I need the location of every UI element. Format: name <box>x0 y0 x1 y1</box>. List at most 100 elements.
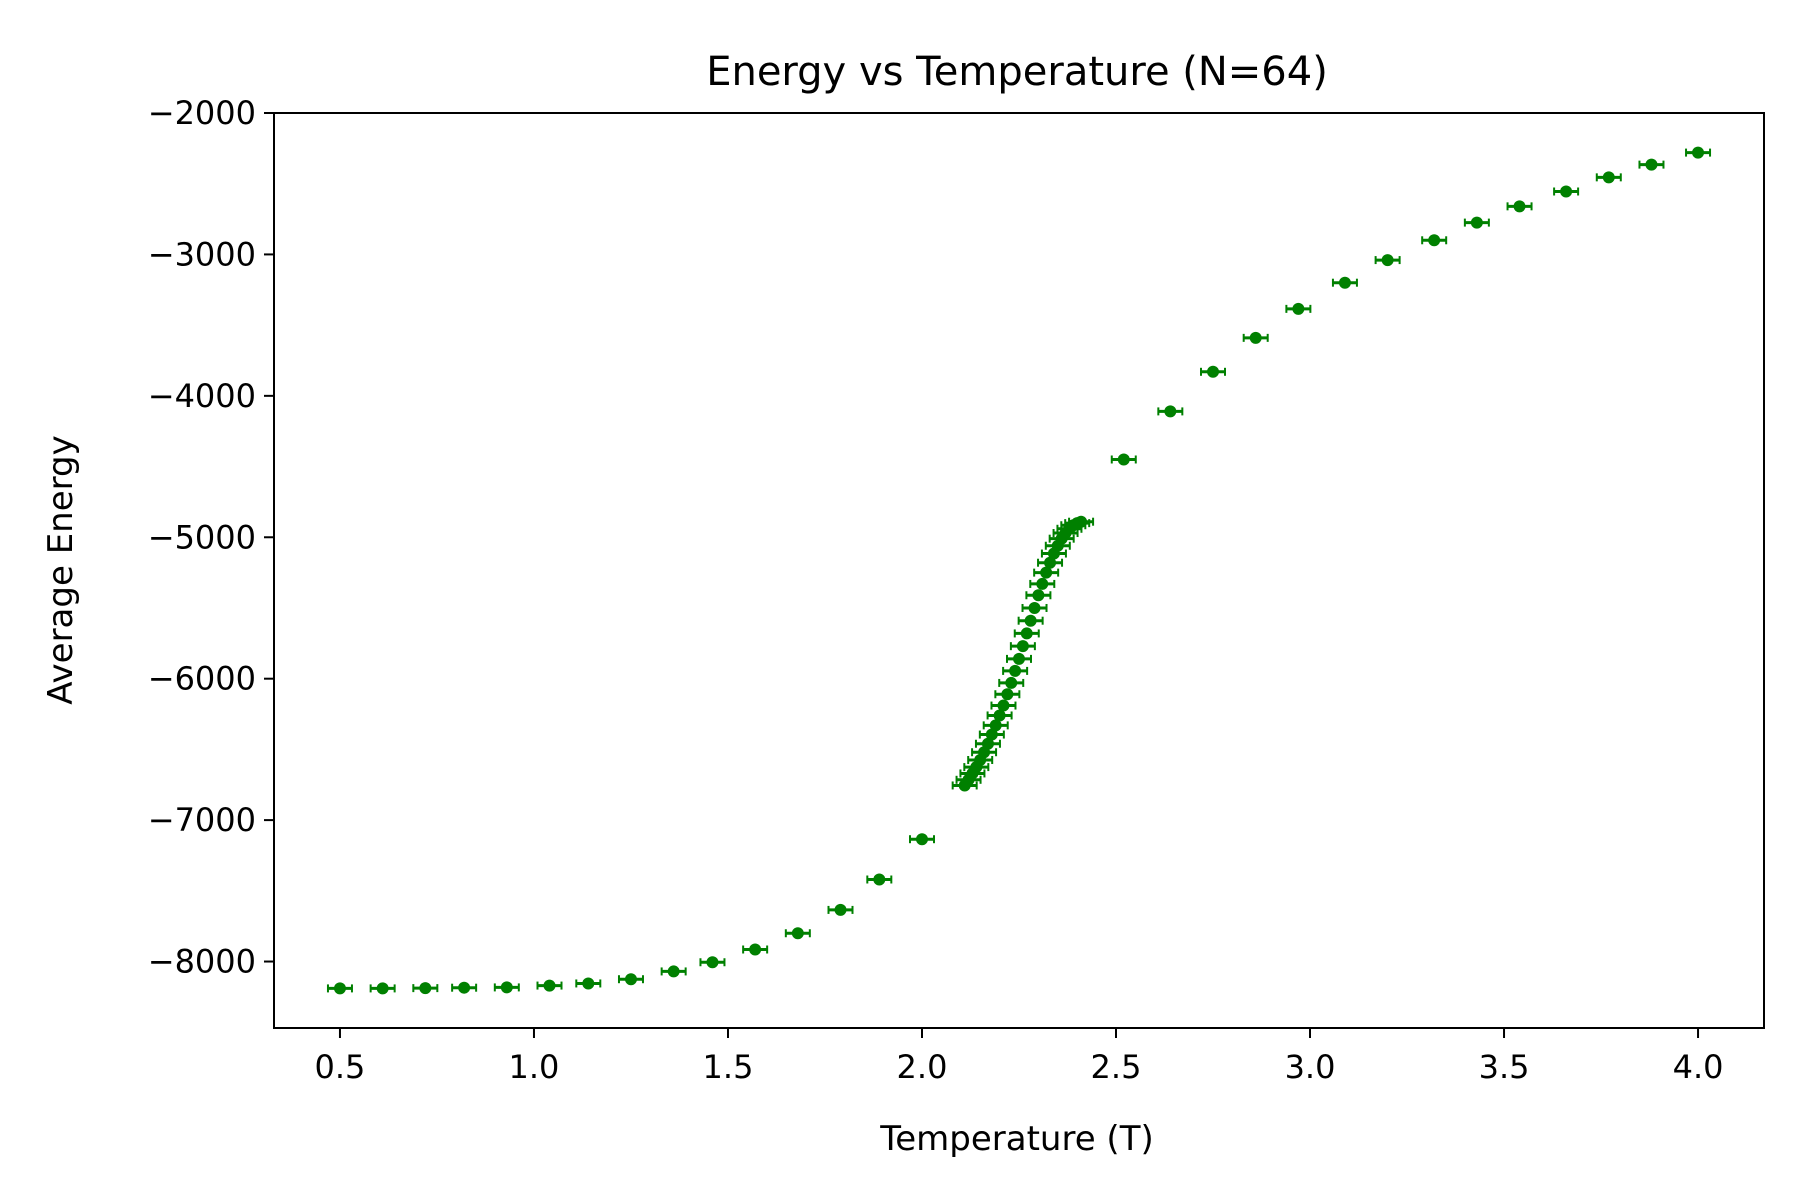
x-axis-ticks: 0.5 1.0 1.5 2.0 2.5 3.0 3.5 4.0 <box>315 1028 1724 1086</box>
y-tick-label: −2000 <box>148 94 256 132</box>
point-marker <box>1513 200 1526 213</box>
data-point <box>1021 601 1048 614</box>
x-tick-label: 3.0 <box>1285 1048 1336 1086</box>
x-tick-label: 3.5 <box>1479 1048 1530 1086</box>
point-marker <box>1044 556 1057 569</box>
data-point <box>1017 614 1044 627</box>
data-point <box>493 981 520 994</box>
point-marker <box>985 728 998 741</box>
data-point <box>990 699 1017 712</box>
point-marker <box>989 719 1002 732</box>
point-marker <box>1692 146 1705 159</box>
y-axis-ticks: −2000 −3000 −4000 −5000 −6000 −7000 −8000 <box>148 94 274 981</box>
data-point <box>1331 276 1358 289</box>
data-point <box>967 754 994 767</box>
data-point <box>1553 185 1580 198</box>
point-marker <box>1005 676 1018 689</box>
y-tick-label: −5000 <box>148 518 256 556</box>
y-axis-title: Average Energy <box>41 435 81 704</box>
data-point <box>617 973 644 986</box>
x-tick-label: 1.5 <box>703 1048 754 1086</box>
data-point <box>1033 566 1060 579</box>
point-marker <box>1338 276 1351 289</box>
data-point <box>982 719 1009 732</box>
x-tick-label: 0.5 <box>315 1048 366 1086</box>
data-point <box>986 709 1013 722</box>
data-point <box>1037 556 1064 569</box>
point-marker <box>1207 365 1220 378</box>
point-marker <box>1075 515 1088 528</box>
point-marker <box>873 873 886 886</box>
point-marker <box>1292 302 1305 315</box>
point-marker <box>1602 171 1615 184</box>
y-tick-label: −7000 <box>148 801 256 839</box>
data-point <box>827 903 854 916</box>
point-marker <box>624 973 637 986</box>
point-marker <box>1001 688 1014 701</box>
data-point <box>1242 331 1269 344</box>
point-marker <box>915 833 928 846</box>
data-point <box>536 979 563 992</box>
point-marker <box>1040 566 1053 579</box>
x-tick-label: 2.5 <box>1091 1048 1142 1086</box>
data-point <box>1374 254 1401 267</box>
x-axis-title: Temperature (T) <box>879 1119 1153 1159</box>
data-point <box>1685 146 1712 159</box>
data-point <box>994 688 1021 701</box>
data-point <box>1506 200 1533 213</box>
y-tick-label: −4000 <box>148 377 256 415</box>
data-point <box>951 779 978 792</box>
data-point <box>699 956 726 969</box>
point-marker <box>749 943 762 956</box>
point-marker <box>1164 405 1177 418</box>
point-marker <box>500 981 513 994</box>
y-tick-label: −8000 <box>148 943 256 981</box>
point-marker <box>1428 234 1441 247</box>
x-tick-label: 1.0 <box>509 1048 560 1086</box>
data-point <box>1002 664 1029 677</box>
data-point <box>1200 365 1227 378</box>
data-point <box>742 943 769 956</box>
data-point <box>326 982 353 995</box>
data-point <box>412 982 439 995</box>
data-point <box>1157 405 1184 418</box>
point-marker <box>458 981 471 994</box>
point-marker <box>1016 640 1029 653</box>
point-marker <box>376 982 389 995</box>
data-point <box>660 965 687 978</box>
data-point <box>1285 302 1312 315</box>
point-marker <box>1024 614 1037 627</box>
y-tick-label: −3000 <box>148 235 256 273</box>
point-marker <box>706 956 719 969</box>
point-marker <box>791 927 804 940</box>
data-point <box>784 927 811 940</box>
point-marker <box>667 965 680 978</box>
data-point <box>1421 234 1448 247</box>
point-marker <box>1036 577 1049 590</box>
point-marker <box>1032 589 1045 602</box>
point-marker <box>1117 453 1130 466</box>
point-marker <box>1028 601 1041 614</box>
chart-title: Energy vs Temperature (N=64) <box>706 49 1328 95</box>
y-tick-label: −6000 <box>148 660 256 698</box>
data-point <box>1006 652 1032 665</box>
point-marker <box>1249 331 1262 344</box>
data-point <box>1025 589 1052 602</box>
data-point <box>974 737 1001 750</box>
point-marker <box>1470 216 1483 229</box>
data-point <box>369 982 396 995</box>
data-point <box>451 981 478 994</box>
data-point <box>1595 171 1622 184</box>
point-marker <box>333 982 346 995</box>
data-point <box>1009 640 1036 653</box>
x-tick-label: 4.0 <box>1673 1048 1724 1086</box>
point-marker <box>993 709 1006 722</box>
point-marker <box>1560 185 1573 198</box>
data-point <box>1068 515 1095 528</box>
point-marker <box>543 979 556 992</box>
data-point <box>1463 216 1490 229</box>
data-point <box>978 728 1005 741</box>
data-point <box>575 977 602 990</box>
data-point <box>908 833 935 846</box>
point-marker <box>1645 158 1658 171</box>
